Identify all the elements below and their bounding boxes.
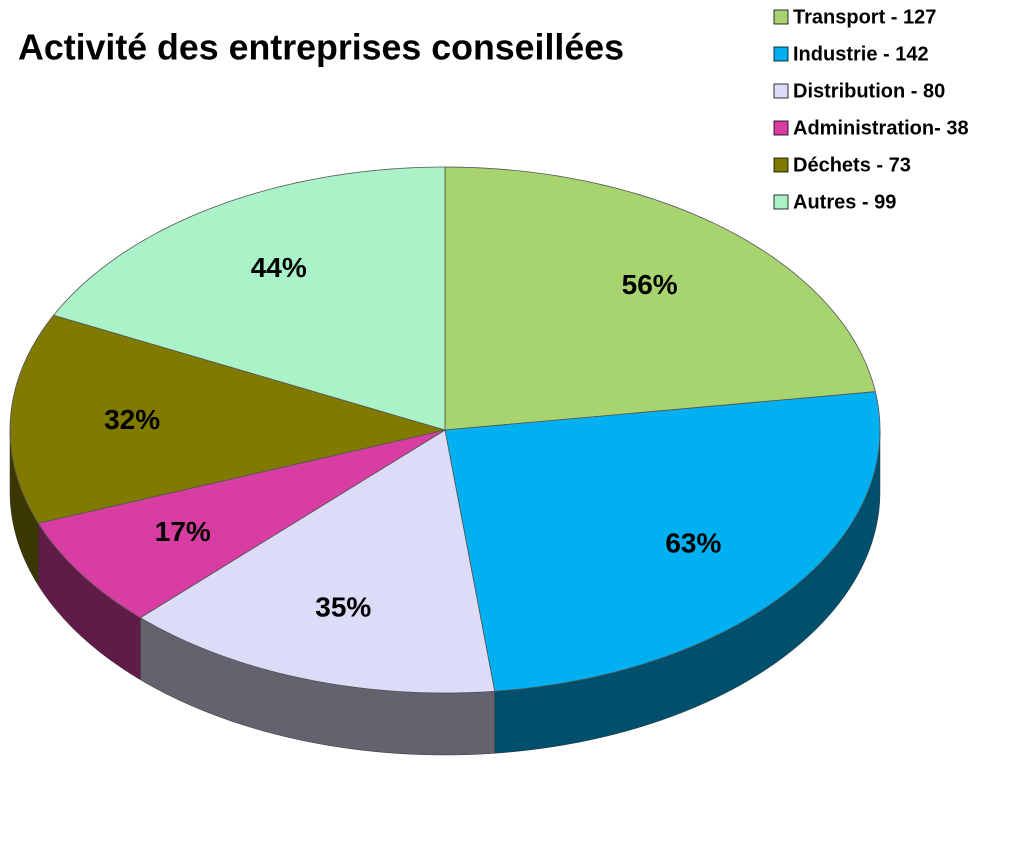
chart-title: Activité des entreprises conseillées [18,27,624,68]
data-label: 17% [155,516,211,547]
legend-label: Administration- 38 [793,117,969,139]
data-label: 56% [622,269,678,300]
legend-swatch [773,9,789,25]
slice [139,429,496,694]
data-label: 63% [665,528,721,559]
legend-swatch [773,194,789,210]
data-label: 44% [251,252,307,283]
legend-label: Transport - 127 [793,6,936,28]
legend-swatch [773,46,789,62]
data-label: 32% [104,404,160,435]
slice [9,314,447,524]
legend-label: Autres - 99 [793,191,896,213]
legend-label: Industrie - 142 [793,43,929,65]
slice [52,166,446,431]
slice [444,166,876,431]
data-label: 35% [315,591,371,622]
legend-swatch [773,83,789,99]
legend-label: Déchets - 73 [793,154,911,176]
legend-label: Distribution - 80 [793,80,945,102]
legend-swatch [773,157,789,173]
legend-swatch [773,120,789,136]
slice [37,429,446,619]
slice [444,391,881,692]
